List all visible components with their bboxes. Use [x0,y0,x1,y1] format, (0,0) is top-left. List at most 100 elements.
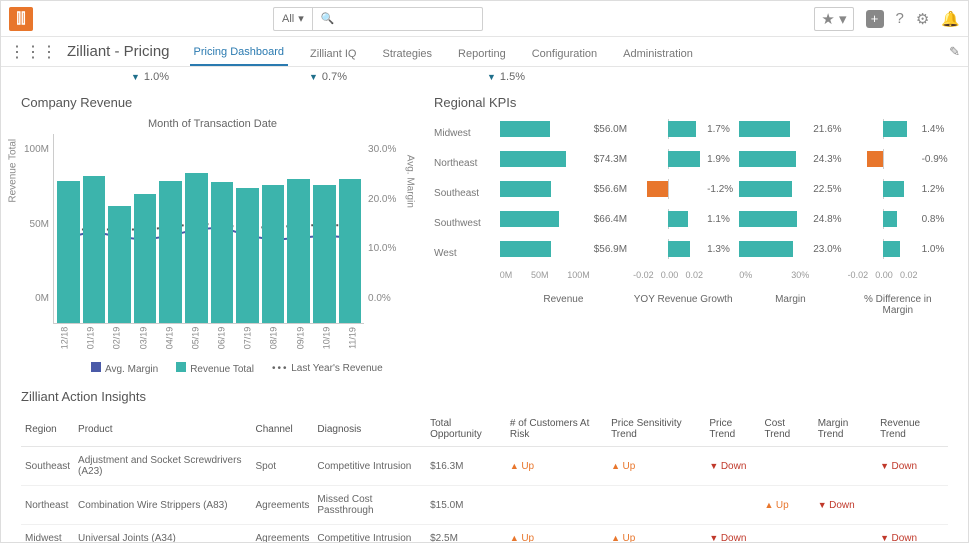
x-label: 08/19 [260,326,288,349]
cell-product: Combination Wire Strippers (A83) [74,486,251,525]
kpi-bar-row[interactable]: 22.5% [739,178,841,200]
kpi-value: $56.9M [594,244,627,255]
x-label: 07/19 [234,326,262,349]
favorites-button[interactable]: ★ ▾ [814,7,853,31]
dashboard-content: ▼1.0% ▼0.7% ▼1.5% Company Revenue Month … [1,67,968,542]
column-header[interactable]: Margin Trend [814,412,876,447]
y-tick: 0M [35,293,49,304]
x-label: 03/19 [129,326,157,349]
column-header[interactable]: Price Sensitivity Trend [607,412,705,447]
kpi-bar-row[interactable]: -1.2% [633,178,733,200]
y-axis-right: Avg. Margin 30.0%20.0%10.0%0.0% [364,134,404,324]
column-header[interactable]: Total Opportunity [426,412,506,447]
kpi-bar-row[interactable]: 21.6% [739,118,841,140]
help-icon[interactable]: ? [896,10,904,27]
revenue-bar[interactable] [287,179,310,323]
kpi-bar-row[interactable]: 1.9% [633,148,733,170]
revenue-bar[interactable] [236,188,259,323]
kpi-value: -1.2% [707,184,733,195]
kpi-bar-row[interactable]: 1.2% [848,178,948,200]
kpi-bar-row[interactable]: 24.8% [739,208,841,230]
kpi-bar-row[interactable]: $56.6M [500,178,627,200]
kpi-bar-row[interactable]: -0.9% [848,148,948,170]
kpi-bar-row[interactable]: 1.7% [633,118,733,140]
search-scope-dropdown[interactable]: All ▾ [274,8,313,30]
revenue-chart[interactable]: Revenue Total 100M50M0M Avg. Margin 30.0… [21,134,404,324]
add-button[interactable]: + [866,10,884,28]
revenue-bar[interactable] [339,179,362,323]
cell-channel: Spot [251,447,313,486]
y-tick: 100M [24,144,49,155]
cell-diagnosis: Competitive Intrusion [313,447,426,486]
column-header[interactable]: Product [74,412,251,447]
kpi-bar-row[interactable]: 24.3% [739,148,841,170]
region-label: Northeast [434,152,494,174]
trend-indicator: Down [818,500,855,511]
kpi-bar-row[interactable]: 1.3% [633,238,733,260]
revenue-bar[interactable] [57,181,80,324]
y-tick: 20.0% [368,194,396,205]
kpi-value: 1.7% [707,124,730,135]
column-header[interactable]: Cost Trend [760,412,813,447]
revenue-bar[interactable] [134,194,157,323]
kpi-bar-row[interactable]: 23.0% [739,238,841,260]
revenue-bar[interactable] [159,181,182,324]
mini-metric-value: 1.5% [500,71,525,83]
revenue-bar[interactable] [185,173,208,323]
kpi-bar-row[interactable]: $56.0M [500,118,627,140]
triangle-down-icon: ▼ [309,72,318,82]
cell-diagnosis: Competitive Intrusion [313,525,426,543]
global-search[interactable]: All ▾ 🔍 [273,7,483,31]
column-header[interactable]: # of Customers At Risk [506,412,607,447]
kpi-bar-row[interactable]: 1.1% [633,208,733,230]
column-header[interactable]: Diagnosis [313,412,426,447]
nav-tab[interactable]: Pricing Dashboard [190,40,289,66]
trend-indicator: Up [611,533,635,542]
nav-tab[interactable]: Reporting [454,42,510,66]
cell-cost [760,447,813,486]
table-row[interactable]: NortheastCombination Wire Strippers (A83… [21,486,948,525]
triangle-down-icon: ▼ [487,72,496,82]
cell-channel: Agreements [251,486,313,525]
bell-icon[interactable]: 🔔 [941,10,960,28]
kpi-bar-row[interactable]: 1.0% [848,238,948,260]
column-header[interactable]: Revenue Trend [876,412,948,447]
x-label: 10/19 [312,326,340,349]
kpi-bar-row[interactable]: $66.4M [500,208,627,230]
app-launcher-icon[interactable]: ⋮⋮⋮ [9,42,57,62]
nav-tab[interactable]: Administration [619,42,697,66]
app-logo[interactable]: ⫿⫿ [9,7,33,31]
legend-item: Avg. Margin [91,362,158,375]
kpi-value: $74.3M [594,154,627,165]
chevron-down-icon: ▾ [298,12,304,25]
revenue-bar[interactable] [313,185,336,323]
revenue-bar[interactable] [108,206,131,323]
nav-tab[interactable]: Strategies [379,42,437,66]
search-input[interactable] [342,13,482,25]
nav-tab[interactable]: Configuration [528,42,601,66]
kpi-value: 23.0% [813,244,841,255]
kpi-bar-row[interactable]: $74.3M [500,148,627,170]
legend-label: Revenue Total [190,364,254,375]
nav-tab[interactable]: Zilliant IQ [306,42,360,66]
cell-revenue [876,486,948,525]
kpi-bar-row[interactable]: $56.9M [500,238,627,260]
gear-icon[interactable]: ⚙ [916,10,929,28]
column-header[interactable]: Channel [251,412,313,447]
revenue-bar[interactable] [262,185,285,323]
revenue-bar[interactable] [83,176,106,323]
insights-table: RegionProductChannelDiagnosisTotal Oppor… [21,412,948,542]
legend-item: ••• Last Year's Revenue [272,363,383,374]
column-header[interactable]: Region [21,412,74,447]
table-row[interactable]: MidwestUniversal Joints (A34)AgreementsC… [21,525,948,543]
kpi-col-title: Revenue [500,294,627,305]
kpi-bar-row[interactable]: 0.8% [848,208,948,230]
table-row[interactable]: SoutheastAdjustment and Socket Screwdriv… [21,447,948,486]
mini-metric: ▼1.0% [131,71,169,83]
table-header-row: RegionProductChannelDiagnosisTotal Oppor… [21,412,948,447]
column-header[interactable]: Price Trend [705,412,760,447]
edit-pencil-icon[interactable]: ✎ [949,44,960,60]
cell-diagnosis: Missed Cost Passthrough [313,486,426,525]
revenue-bar[interactable] [211,182,234,323]
kpi-bar-row[interactable]: 1.4% [848,118,948,140]
